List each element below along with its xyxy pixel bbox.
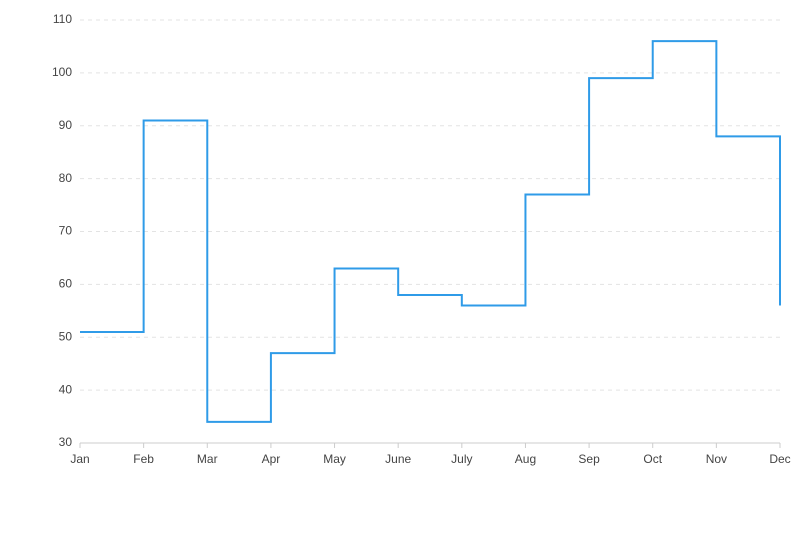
y-tick-label: 100: [52, 65, 72, 79]
x-tick-label: Apr: [262, 452, 281, 466]
x-tick-label: Jan: [70, 452, 89, 466]
y-tick-label: 60: [59, 277, 73, 291]
y-tick-label: 80: [59, 171, 73, 185]
x-tick-label: Aug: [515, 452, 536, 466]
y-tick-label: 40: [59, 382, 73, 396]
x-tick-label: Oct: [643, 452, 662, 466]
x-tick-label: Mar: [197, 452, 218, 466]
y-tick-label: 50: [59, 329, 73, 343]
y-tick-label: 30: [59, 435, 73, 449]
y-tick-label: 110: [53, 12, 72, 26]
x-tick-label: Dec: [769, 452, 790, 466]
x-tick-label: Feb: [133, 452, 154, 466]
y-tick-label: 90: [59, 118, 73, 132]
x-tick-label: Sep: [578, 452, 600, 466]
y-tick-label: 70: [59, 224, 73, 238]
x-tick-label: May: [323, 452, 346, 466]
x-tick-label: Nov: [706, 452, 727, 466]
step-line: [80, 40, 781, 423]
x-tick-label: June: [385, 452, 411, 466]
x-tick-label: July: [451, 452, 472, 466]
